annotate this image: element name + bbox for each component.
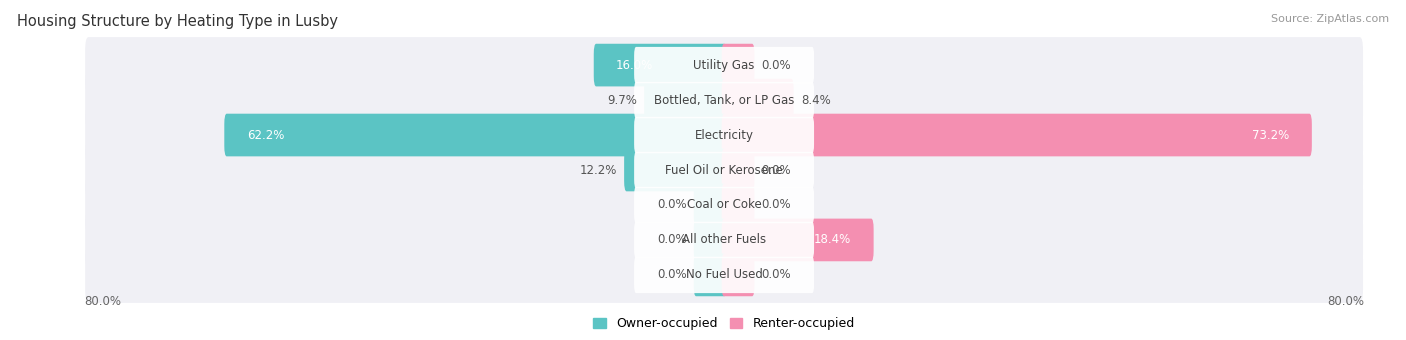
Text: 12.2%: 12.2%: [579, 164, 617, 176]
Text: 80.0%: 80.0%: [1327, 295, 1364, 308]
Text: 73.2%: 73.2%: [1253, 129, 1289, 141]
FancyBboxPatch shape: [721, 44, 755, 86]
Text: 80.0%: 80.0%: [84, 295, 121, 308]
FancyBboxPatch shape: [593, 44, 727, 86]
FancyBboxPatch shape: [644, 79, 727, 121]
FancyBboxPatch shape: [693, 219, 727, 261]
Text: 18.4%: 18.4%: [814, 234, 851, 246]
FancyBboxPatch shape: [86, 177, 1362, 233]
FancyBboxPatch shape: [721, 254, 755, 296]
Text: Bottled, Tank, or LP Gas: Bottled, Tank, or LP Gas: [654, 94, 794, 106]
FancyBboxPatch shape: [634, 222, 814, 258]
Text: 0.0%: 0.0%: [657, 199, 686, 211]
Text: Source: ZipAtlas.com: Source: ZipAtlas.com: [1271, 14, 1389, 23]
Text: Coal or Coke: Coal or Coke: [686, 199, 762, 211]
Text: 16.0%: 16.0%: [616, 58, 654, 72]
Text: 0.0%: 0.0%: [762, 58, 792, 72]
Legend: Owner-occupied, Renter-occupied: Owner-occupied, Renter-occupied: [593, 317, 855, 330]
Text: Utility Gas: Utility Gas: [693, 58, 755, 72]
FancyBboxPatch shape: [86, 107, 1362, 163]
FancyBboxPatch shape: [86, 37, 1362, 93]
Text: Electricity: Electricity: [695, 129, 754, 141]
FancyBboxPatch shape: [86, 142, 1362, 198]
FancyBboxPatch shape: [624, 149, 727, 191]
FancyBboxPatch shape: [225, 114, 727, 156]
FancyBboxPatch shape: [86, 212, 1362, 268]
FancyBboxPatch shape: [721, 149, 755, 191]
FancyBboxPatch shape: [634, 117, 814, 153]
Text: Fuel Oil or Kerosene: Fuel Oil or Kerosene: [665, 164, 783, 176]
Text: Housing Structure by Heating Type in Lusby: Housing Structure by Heating Type in Lus…: [17, 14, 337, 29]
FancyBboxPatch shape: [634, 82, 814, 118]
Text: 9.7%: 9.7%: [607, 94, 637, 106]
Text: 0.0%: 0.0%: [762, 268, 792, 282]
FancyBboxPatch shape: [721, 79, 793, 121]
Text: 8.4%: 8.4%: [801, 94, 831, 106]
FancyBboxPatch shape: [634, 152, 814, 188]
Text: 0.0%: 0.0%: [657, 234, 686, 246]
FancyBboxPatch shape: [634, 187, 814, 223]
FancyBboxPatch shape: [634, 257, 814, 293]
Text: 0.0%: 0.0%: [762, 164, 792, 176]
FancyBboxPatch shape: [693, 254, 727, 296]
FancyBboxPatch shape: [86, 247, 1362, 303]
FancyBboxPatch shape: [634, 47, 814, 83]
FancyBboxPatch shape: [86, 72, 1362, 128]
Text: 62.2%: 62.2%: [246, 129, 284, 141]
Text: All other Fuels: All other Fuels: [682, 234, 766, 246]
Text: 0.0%: 0.0%: [657, 268, 686, 282]
FancyBboxPatch shape: [721, 184, 755, 226]
Text: No Fuel Used: No Fuel Used: [686, 268, 762, 282]
FancyBboxPatch shape: [693, 184, 727, 226]
FancyBboxPatch shape: [721, 219, 873, 261]
Text: 0.0%: 0.0%: [762, 199, 792, 211]
FancyBboxPatch shape: [721, 114, 1312, 156]
